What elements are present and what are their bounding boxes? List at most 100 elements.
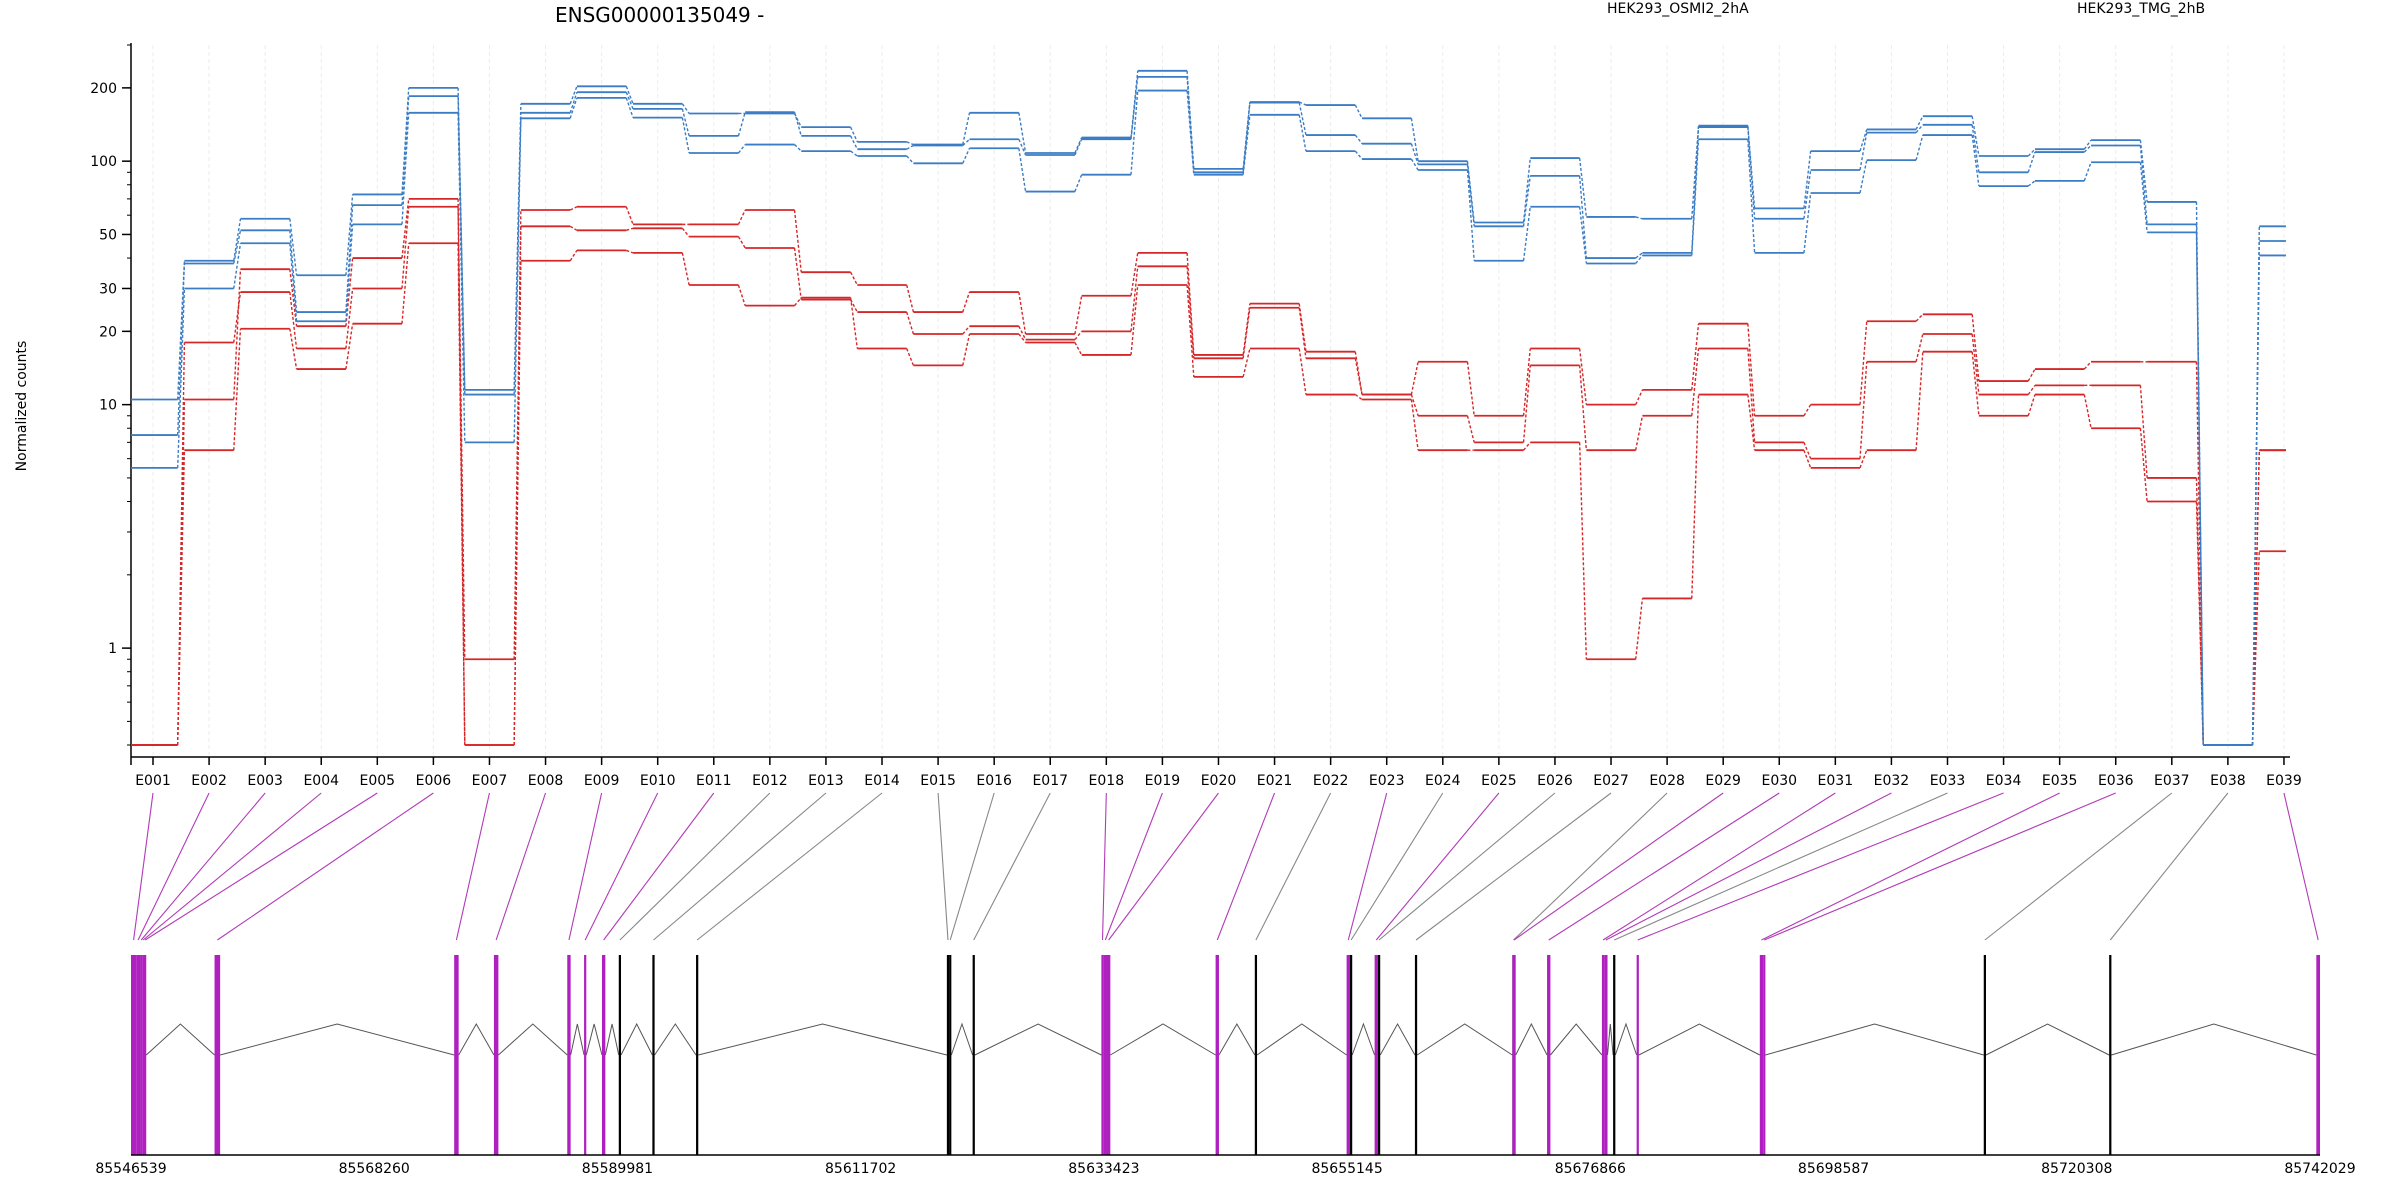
series-connector	[1242, 303, 1251, 356]
exon-block	[1254, 955, 1258, 1155]
y-tick-label: 200	[90, 81, 117, 97]
series-connector	[2139, 145, 2148, 225]
series-connector	[2027, 384, 2036, 395]
series-connector	[1803, 151, 1812, 209]
exon-block	[1106, 955, 1111, 1155]
exon-connector	[137, 792, 210, 941]
series-connector	[1018, 333, 1027, 343]
series-connector	[1354, 393, 1363, 401]
exon-connector	[653, 792, 827, 941]
series-connector	[1522, 365, 1531, 443]
x-tick-label: E030	[1761, 773, 1797, 789]
intron-line	[1607, 1023, 1614, 1056]
series-connector	[1410, 143, 1419, 165]
series-connector	[1915, 115, 1924, 130]
series-connector	[1018, 291, 1027, 335]
intron-line	[1379, 1022, 1416, 1056]
exon-connector	[1415, 792, 1612, 941]
exon-block	[1103, 955, 1107, 1155]
exon-block	[972, 955, 975, 1155]
x-axis: E001 E002 E003 E004 E005 E006 E007 E008 E009 E010…	[131, 756, 2302, 789]
legend-entry-tmg: HEK293_TMG_2hB	[2077, 1, 2205, 17]
exon-block	[1604, 955, 1608, 1155]
series-connector	[289, 269, 298, 327]
series-connector	[1859, 449, 1868, 469]
series-connector	[1186, 76, 1195, 173]
series-connector	[345, 288, 354, 349]
intron-line	[1416, 1023, 1513, 1056]
series-connector	[849, 299, 858, 313]
x-tick-label: E014	[864, 773, 900, 789]
x-tick-label: E008	[528, 773, 564, 789]
exon-block	[584, 955, 587, 1155]
series-connector	[1803, 449, 1812, 469]
series-connector	[401, 243, 410, 324]
y-axis: 1 10 20 30 50 100 200	[90, 43, 132, 765]
y-tick-label: 30	[99, 281, 117, 297]
series-connector	[906, 141, 914, 146]
intron-line	[1985, 1023, 2110, 1056]
exon-block	[1349, 955, 1353, 1155]
series-connector	[1298, 303, 1307, 352]
x-tick-label: E021	[1257, 773, 1293, 789]
exon-block	[696, 955, 699, 1155]
exon-block	[214, 955, 221, 1155]
series-connector	[1242, 307, 1251, 359]
series-connector	[737, 111, 746, 137]
exon-block	[652, 955, 655, 1155]
series-connector	[962, 325, 971, 335]
series-connector	[401, 206, 410, 289]
series-connector	[1466, 169, 1475, 261]
exon-connector	[619, 792, 771, 941]
series-connector	[1578, 175, 1588, 259]
series-connector	[1074, 295, 1083, 335]
intron-line	[145, 1023, 215, 1056]
exon-connector	[1216, 792, 1276, 941]
genome-tick-label: 85546539	[95, 1161, 166, 1177]
x-tick-label: E033	[1930, 773, 1966, 789]
series-connector	[1635, 216, 1643, 220]
series-connector	[1635, 254, 1643, 264]
series-connector	[737, 144, 746, 154]
series-connector	[289, 328, 298, 370]
series-connector	[1578, 442, 1588, 660]
exon-block	[949, 955, 952, 1155]
y-axis-label: Normalized counts	[14, 341, 30, 472]
y-tick-label: 100	[90, 154, 117, 170]
intron-line	[585, 1023, 603, 1056]
series-connector	[2083, 361, 2092, 370]
exon-block	[144, 955, 147, 1155]
series-connector	[1018, 148, 1027, 192]
exon-block	[1374, 955, 1378, 1155]
exon-block	[2109, 955, 2112, 1155]
series-connector	[1971, 134, 1980, 187]
exon-block	[1547, 955, 1551, 1155]
series-group	[131, 89, 2286, 746]
x-tick-label: E020	[1201, 773, 1237, 789]
exon-connector	[2109, 792, 2229, 941]
intron-line	[1256, 1023, 1347, 1056]
series-connector	[345, 205, 354, 313]
exon-connector	[133, 792, 154, 941]
series-connector	[2027, 151, 2036, 173]
legend-entry-osmi2: HEK293_OSMI2_2hA	[1607, 1, 1749, 17]
series-connector	[1074, 342, 1083, 356]
series-connector	[962, 138, 970, 146]
series-connector	[793, 113, 802, 128]
intron-line	[604, 1023, 620, 1056]
genome-axis: 85546539 85568260 85589981 85611702 85633423…	[95, 1154, 2356, 1177]
series-connector	[1747, 127, 1756, 219]
series-connector	[793, 111, 802, 137]
series-connector	[2083, 144, 2092, 153]
series-connector	[1691, 348, 1700, 416]
series-connector	[345, 194, 354, 276]
series-connector	[176, 263, 186, 436]
exon-block	[567, 955, 571, 1155]
genome-tick-label: 85720308	[2041, 1161, 2112, 1177]
exon-block	[131, 955, 137, 1155]
genome-tick-label: 85568260	[339, 1161, 410, 1177]
exon-block	[136, 955, 141, 1155]
series-connector	[569, 91, 578, 114]
series-connector	[1803, 442, 1812, 459]
